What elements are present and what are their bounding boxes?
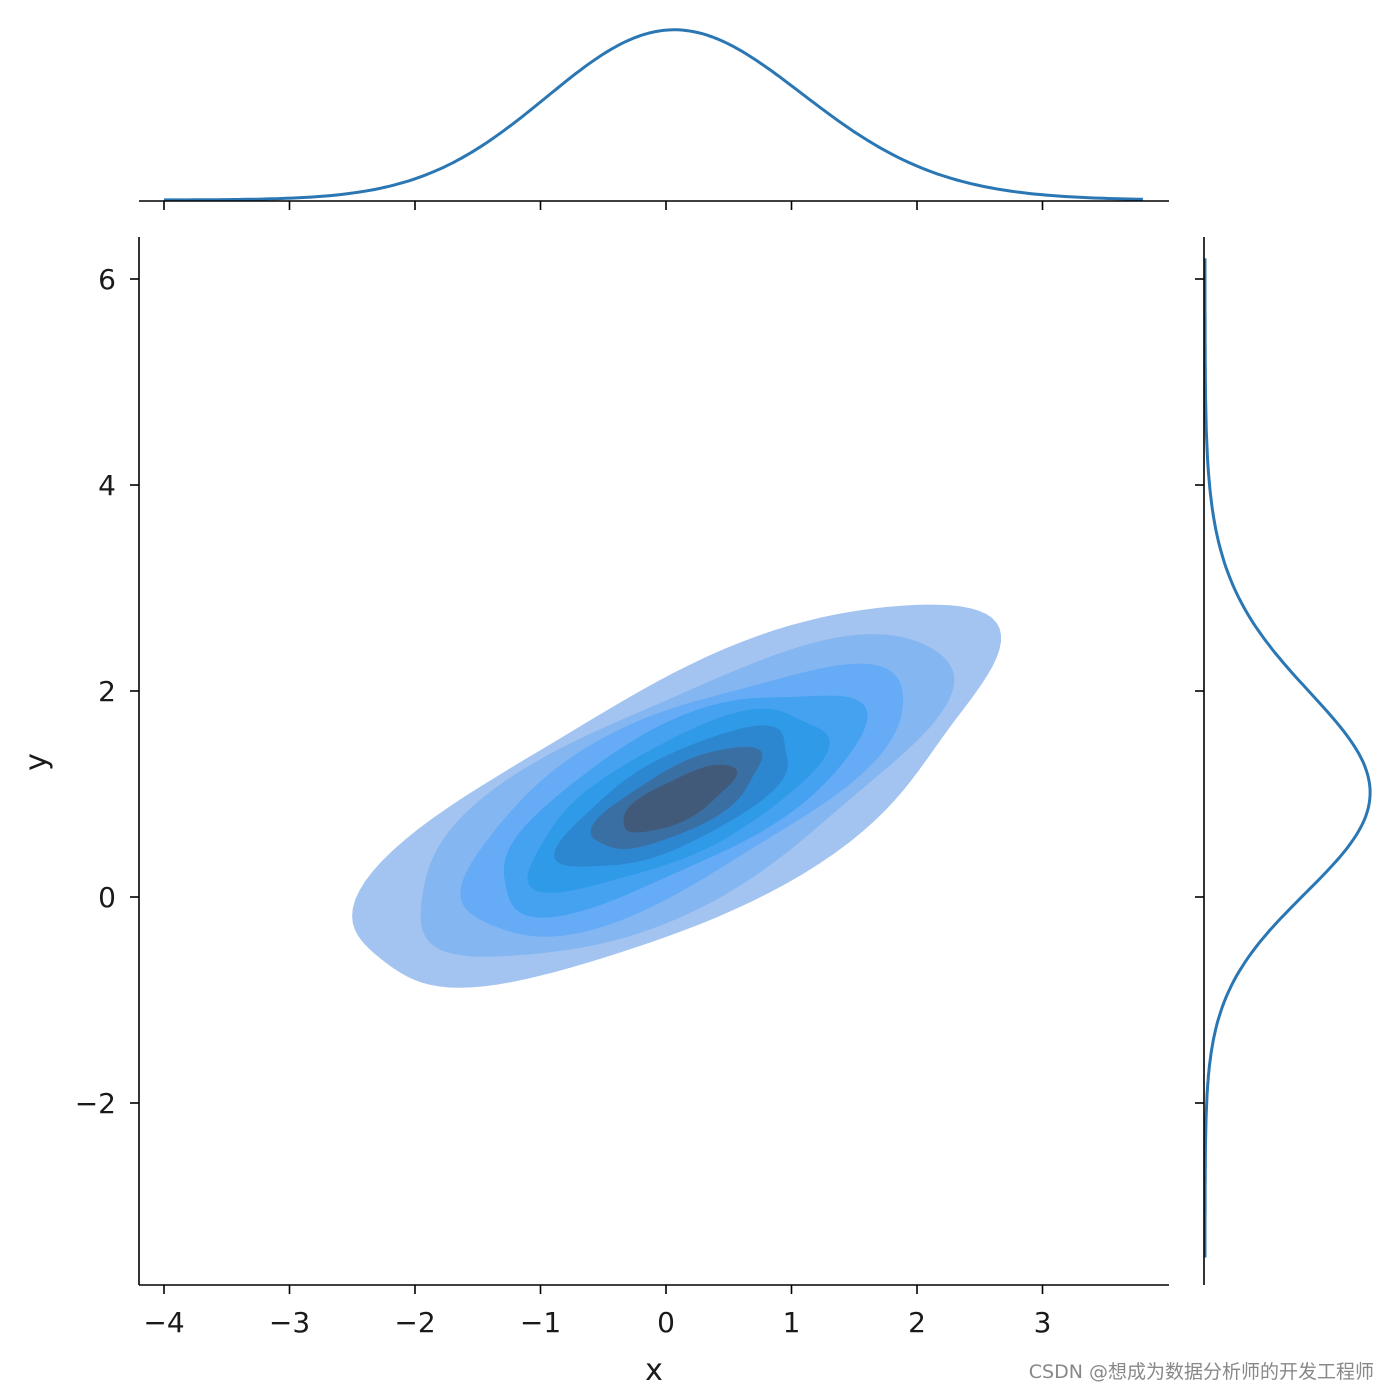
y-marginal-ticks (1195, 278, 1204, 1104)
x-tick-label: −4 (143, 1306, 184, 1339)
kde-contours (352, 604, 1002, 988)
joint-plot: −4 −3 −2 −1 0 1 2 3 −2 0 2 4 6 x y (19, 237, 1169, 1388)
x-tick-label: 3 (1034, 1306, 1052, 1339)
y-ticks: −2 0 2 4 6 (75, 263, 139, 1120)
y-tick-label: 2 (98, 675, 116, 708)
x-ticks: −4 −3 −2 −1 0 1 2 3 (143, 1285, 1051, 1339)
x-tick-label: −2 (394, 1306, 435, 1339)
y-marginal-plot (1195, 237, 1372, 1285)
x-tick-label: −1 (520, 1306, 561, 1339)
y-tick-label: −2 (75, 1087, 116, 1120)
y-axis-label: y (19, 753, 54, 771)
watermark: CSDN @想成为数据分析师的开发工程师 (1029, 1361, 1374, 1383)
x-tick-label: −3 (269, 1306, 310, 1339)
x-tick-label: 2 (908, 1306, 926, 1339)
x-marginal-ticks (163, 201, 1044, 210)
x-marginal-density-line (164, 28, 1143, 202)
y-tick-label: 4 (98, 469, 116, 502)
contour-level-8 (623, 764, 738, 833)
x-marginal-plot (139, 28, 1169, 210)
y-marginal-density-line (1203, 258, 1372, 1258)
x-tick-label: 0 (657, 1306, 675, 1339)
x-axis-label: x (645, 1353, 663, 1388)
x-tick-label: 1 (783, 1306, 801, 1339)
y-tick-label: 6 (98, 263, 116, 296)
y-tick-label: 0 (98, 881, 116, 914)
